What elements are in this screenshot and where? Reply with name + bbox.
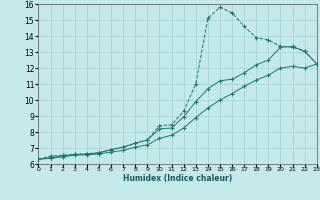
X-axis label: Humidex (Indice chaleur): Humidex (Indice chaleur)	[123, 174, 232, 183]
